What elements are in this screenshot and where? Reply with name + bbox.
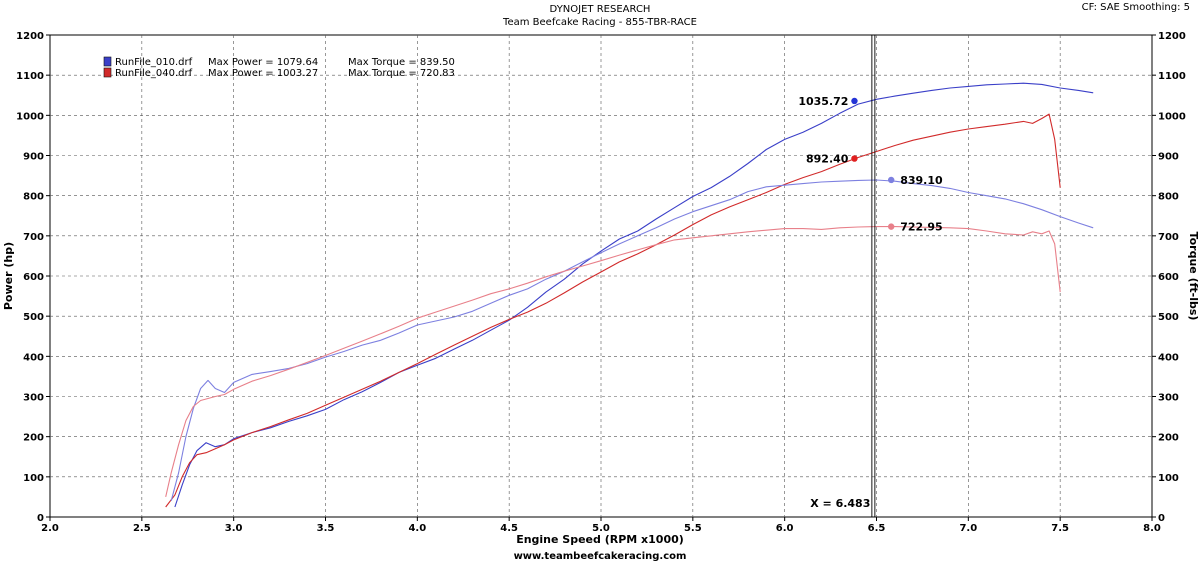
x-tick-label: 4.0 bbox=[408, 523, 426, 534]
x-tick-label: 6.5 bbox=[868, 523, 886, 534]
y2-tick-labels: 0 100 200 300 400 500 600 700 800 900 1000 1100 1200 bbox=[1158, 31, 1186, 524]
y-tick-label: 1200 bbox=[16, 31, 44, 42]
y-tick-label: 400 bbox=[23, 352, 44, 363]
data-marker bbox=[887, 223, 895, 230]
data-marker bbox=[887, 176, 895, 184]
legend-swatch-run040 bbox=[103, 67, 112, 78]
marker-layer: 1035.72 892.40 839.10 722.95 bbox=[798, 95, 943, 234]
y-tick-label: 0 bbox=[37, 513, 44, 524]
y2-tick-label: 600 bbox=[1158, 272, 1179, 283]
y-tick-label: 800 bbox=[23, 192, 44, 203]
x-tick-label: 3.0 bbox=[225, 523, 243, 534]
y-tick-label: 200 bbox=[23, 433, 44, 444]
y2-tick-label: 0 bbox=[1158, 513, 1165, 524]
legend-file-run010: RunFile_010.drf bbox=[115, 57, 193, 68]
grid bbox=[46, 34, 1156, 521]
y2-tick-label: 900 bbox=[1158, 152, 1179, 163]
series-layer bbox=[165, 82, 1094, 508]
y2-tick-label: 200 bbox=[1158, 433, 1179, 444]
x-tick-label: 8.0 bbox=[1143, 523, 1161, 534]
y-tick-label: 1000 bbox=[16, 111, 44, 122]
footer-url[interactable]: www.teambeefcakeracing.com bbox=[514, 551, 687, 562]
data-label: 1035.72 bbox=[798, 95, 848, 108]
x-tick-label: 4.5 bbox=[500, 523, 518, 534]
y2-tick-label: 1200 bbox=[1158, 31, 1186, 42]
data-marker bbox=[851, 155, 858, 162]
y-tick-label: 600 bbox=[23, 272, 44, 283]
x-tick-label: 7.5 bbox=[1051, 523, 1069, 534]
x-tick-label: 6.0 bbox=[776, 523, 794, 534]
x-tick-label: 5.0 bbox=[592, 523, 610, 534]
y-tick-label: 1100 bbox=[16, 71, 44, 82]
settings-readout: CF: SAE Smoothing: 5 bbox=[1082, 2, 1190, 13]
y-axis-label: Power (hp) bbox=[2, 242, 15, 310]
y2-axis-label: Torque (ft-lbs) bbox=[1187, 232, 1200, 321]
y2-tick-label: 100 bbox=[1158, 473, 1179, 484]
x-tick-label: 7.0 bbox=[959, 523, 977, 534]
cursor-layer[interactable]: X = 6.483 bbox=[810, 35, 876, 517]
series-line-2 bbox=[170, 179, 1094, 502]
data-label: 892.40 bbox=[806, 153, 849, 166]
legend-power-run040: Max Power = 1003.27 bbox=[208, 68, 318, 79]
x-tick-label: 2.0 bbox=[41, 523, 59, 534]
x-tick-label: 5.5 bbox=[684, 523, 702, 534]
legend-torque-run010: Max Torque = 839.50 bbox=[348, 57, 455, 68]
y-tick-labels: 0 100 200 300 400 500 600 700 800 900 1000 1100 1200 bbox=[16, 31, 44, 524]
data-label: 722.95 bbox=[900, 221, 942, 234]
series-line-0 bbox=[174, 82, 1094, 508]
y2-tick-label: 1000 bbox=[1158, 111, 1186, 122]
y2-tick-label: 700 bbox=[1158, 232, 1179, 243]
chart-subtitle: Team Beefcake Racing - 855-TBR-RACE bbox=[502, 17, 697, 28]
y-tick-label: 300 bbox=[23, 393, 44, 404]
y-tick-label: 500 bbox=[23, 312, 44, 323]
y2-tick-label: 1100 bbox=[1158, 71, 1186, 82]
cursor-readout: X = 6.483 bbox=[810, 497, 870, 510]
series-line-3 bbox=[165, 226, 1061, 498]
y2-tick-label: 800 bbox=[1158, 192, 1179, 203]
y2-tick-label: 500 bbox=[1158, 312, 1179, 323]
legend-swatch-run010 bbox=[103, 56, 112, 67]
chart-title: DYNOJET RESEARCH bbox=[550, 4, 651, 15]
y2-tick-label: 400 bbox=[1158, 352, 1179, 363]
x-axis-label: Engine Speed (RPM x1000) bbox=[516, 533, 684, 546]
y2-tick-label: 300 bbox=[1158, 393, 1179, 404]
y-tick-label: 900 bbox=[23, 152, 44, 163]
series-line-1 bbox=[165, 113, 1061, 508]
legend: RunFile_010.drf Max Power = 1079.64 Max … bbox=[103, 56, 455, 79]
y-tick-label: 700 bbox=[23, 232, 44, 243]
x-tick-labels: 2.0 2.5 3.0 3.5 4.0 4.5 5.0 5.5 6.0 6.5 7.0 7.5 8.0 bbox=[41, 523, 1161, 534]
x-tick-label: 3.5 bbox=[317, 523, 335, 534]
x-tick-label: 2.5 bbox=[133, 523, 151, 534]
legend-file-run040: RunFile_040.drf bbox=[115, 68, 193, 79]
legend-torque-run040: Max Torque = 720.83 bbox=[348, 68, 455, 79]
data-label: 839.10 bbox=[900, 174, 943, 187]
legend-power-run010: Max Power = 1079.64 bbox=[208, 57, 318, 68]
data-marker bbox=[851, 97, 858, 105]
y-tick-label: 100 bbox=[23, 473, 44, 484]
